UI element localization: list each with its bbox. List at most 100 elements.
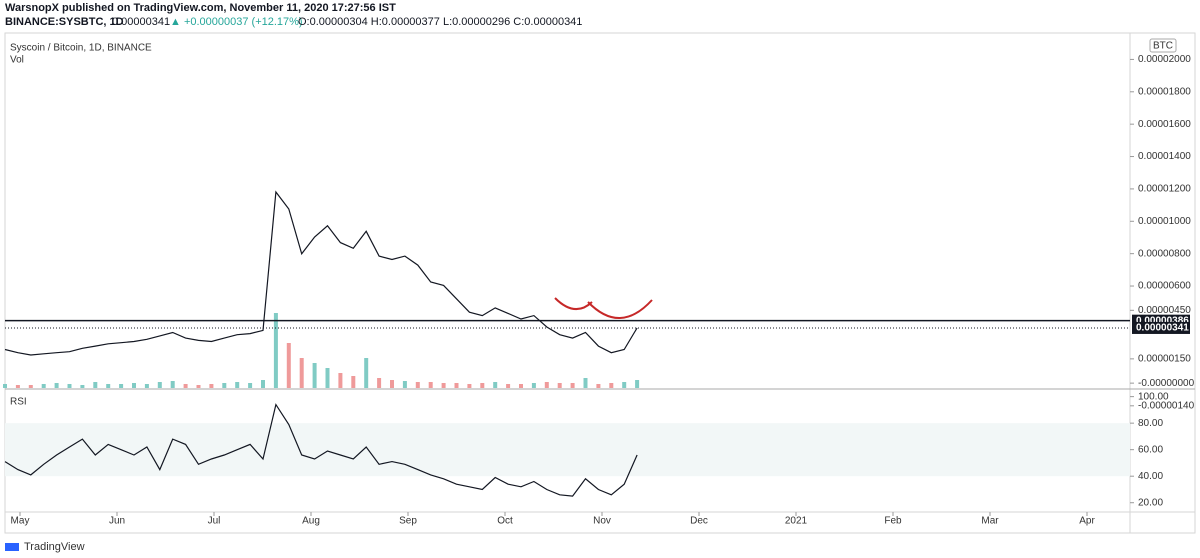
price-label-box <box>1132 321 1190 334</box>
x-tick-label: Apr <box>1079 516 1095 527</box>
volume-bar <box>157 382 162 388</box>
unit: BTC <box>1153 41 1173 52</box>
volume-bar <box>557 383 562 388</box>
volume-bar <box>493 382 498 388</box>
series-line <box>4 403 638 497</box>
volume-bar <box>222 383 227 388</box>
x-tick-label: Nov <box>593 516 611 527</box>
volume-bar <box>80 385 85 388</box>
volume-bar <box>531 383 536 388</box>
volume-bar <box>480 383 485 388</box>
y-tick-label: -0.00000000 <box>1138 378 1195 389</box>
rsi-title: RSI <box>10 397 27 408</box>
volume-bar <box>506 384 511 388</box>
y-tick-label: 0.00001800 <box>1138 86 1191 97</box>
last: 0.00000341 <box>112 16 170 28</box>
volume-bar <box>261 380 265 388</box>
volume-bar <box>364 358 369 388</box>
volume-bar <box>312 363 317 388</box>
x-tick-label: May <box>11 516 30 527</box>
x-tick-label: Jun <box>109 516 125 527</box>
price-label: 0.00000341 <box>1136 323 1189 334</box>
volume-bar <box>41 384 46 388</box>
volume-title: Vol <box>10 55 24 66</box>
x-tick-label: Jul <box>208 516 221 527</box>
volume-bar <box>609 383 614 388</box>
x-tick-label: Oct <box>497 516 513 527</box>
volume-bar <box>106 384 111 388</box>
unit-box <box>1149 38 1177 53</box>
y-tick-label: 20.00 <box>1138 497 1163 508</box>
footer: TradingView <box>24 541 85 553</box>
x-tick-label: Aug <box>302 516 320 527</box>
volume-bar <box>544 382 549 388</box>
volume-bar <box>415 382 420 388</box>
x-tick-label: Sep <box>399 516 417 527</box>
volume-bar <box>428 382 433 388</box>
volume-bar <box>635 380 640 388</box>
volume-bar <box>67 384 72 388</box>
y-tick-label: 0.00000800 <box>1138 248 1191 259</box>
volume-bar <box>454 383 459 388</box>
y-tick-label: 100.00 <box>1138 391 1169 402</box>
symbol: BINANCE:SYSBTC, 1D <box>5 16 124 28</box>
volume-bar <box>622 382 627 388</box>
y-tick-label: 0.00000450 <box>1138 305 1191 316</box>
volume-bar <box>15 385 20 388</box>
y-tick-label: 0.00000150 <box>1138 354 1191 365</box>
volume-bar <box>596 384 601 388</box>
x-tick-label: Feb <box>884 516 902 527</box>
volume-bar <box>441 383 446 388</box>
y-tick-label: 0.00001200 <box>1138 184 1191 195</box>
y-tick-label: 40.00 <box>1138 471 1163 482</box>
volume-bar <box>248 383 253 388</box>
x-tick-label: Dec <box>690 516 708 527</box>
volume-bar <box>299 358 304 388</box>
volume-bar <box>570 383 575 388</box>
volume-bar <box>235 382 240 388</box>
volume-bar <box>390 380 394 388</box>
pane-title: Syscoin / Bitcoin, 1D, BINANCE <box>10 43 152 54</box>
y-tick-label: 0.00002000 <box>1138 54 1191 65</box>
x-tick-label: Mar <box>981 516 999 527</box>
price-label: 0.00000386 <box>1136 315 1189 326</box>
y-tick-label: 80.00 <box>1138 418 1163 429</box>
y-tick-label: 60.00 <box>1138 444 1163 455</box>
publisher: WarsnopX published on TradingView.com, N… <box>5 2 396 14</box>
volume-bar <box>93 382 98 388</box>
y-tick-label: 0.00000600 <box>1138 281 1191 292</box>
volume-bar <box>351 376 356 388</box>
volume-bar <box>132 383 136 388</box>
volume-bar <box>519 384 523 388</box>
volume-bar <box>119 384 124 388</box>
volume-bar <box>286 343 291 388</box>
volume-bar <box>273 313 278 388</box>
volume-bar <box>209 384 214 388</box>
volume-bar <box>144 384 149 388</box>
series-line <box>4 190 638 356</box>
volume-bar <box>54 383 59 388</box>
volume-bar <box>28 385 33 388</box>
volume-bar <box>183 384 188 388</box>
volume-bar <box>196 385 201 388</box>
frame <box>4 32 1196 534</box>
volume-bar <box>402 381 407 388</box>
y-tick-label: 0.00001400 <box>1138 151 1191 162</box>
y-tick-label: -0.00000140 <box>1138 400 1195 411</box>
volume-bar <box>583 378 588 388</box>
ohlc: O:0.00000304 H:0.00000377 L:0.00000296 C… <box>298 16 582 28</box>
volume-bar <box>467 384 472 388</box>
y-tick-label: 0.00001000 <box>1138 216 1191 227</box>
volume-bar <box>170 381 175 388</box>
change: ▲ +0.00000037 (+12.17%) <box>170 16 303 28</box>
rsi-band <box>5 423 1130 477</box>
y-tick-label: 0.00001600 <box>1138 119 1191 130</box>
volume-bar <box>3 384 7 388</box>
drawing <box>554 297 653 319</box>
volume-bar <box>377 378 382 388</box>
x-tick-label: 2021 <box>785 516 808 527</box>
logo <box>5 543 19 551</box>
volume-bar <box>338 373 343 388</box>
